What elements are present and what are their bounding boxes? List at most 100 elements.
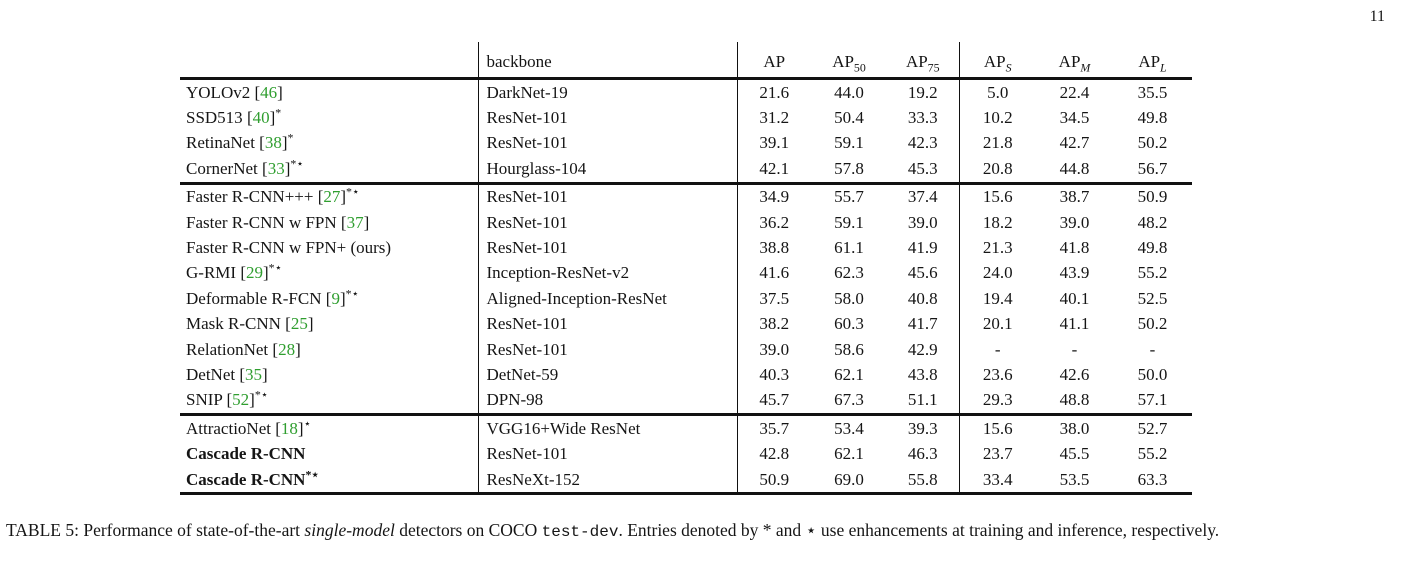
table-row: AttractioNet [18]⋆ VGG16+Wide ResNet 35.7 5… [180, 414, 1192, 442]
citation-link[interactable]: 40 [252, 108, 270, 128]
model-cell: SNIP [52]*⋆ [186, 387, 269, 410]
caption-text: Performance of state-of-the-art [83, 519, 301, 540]
caption-label: TABLE 5: [6, 519, 79, 540]
table-row: Deformable R-FCN [9]*⋆ Aligned-Inception-… [180, 286, 1192, 312]
page-number: 11 [1369, 8, 1385, 25]
model-cell: Cascade R-CNN*⋆ [186, 466, 319, 489]
enhancement-marker: *⋆ [305, 466, 319, 481]
metric-value-cell: 21.8 [958, 130, 1036, 157]
metric-value-cell: 29.3 [958, 387, 1036, 415]
table-row: Mask R-CNN [25] ResNet-101 38.2 60.3 41.7 20.… [180, 311, 1192, 337]
enhancement-marker: *⋆ [254, 387, 269, 402]
backbone-cell: ResNet-101 [477, 235, 737, 261]
metric-value-cell: 45.3 [907, 158, 938, 178]
metric-value-cell: 53.5 [1059, 469, 1090, 489]
metric-value-cell: 42.6 [1059, 364, 1090, 384]
metric-value-cell: 42.3 [907, 133, 938, 153]
enhancement-marker: ⋆ [303, 416, 312, 431]
header-metric-ap75: AP75 [905, 52, 940, 75]
backbone-cell: DarkNet-19 [477, 78, 737, 106]
metric-value-cell: 50.4 [834, 108, 864, 128]
metric-value-cell: 52.5 [1137, 288, 1168, 308]
header-model [180, 42, 478, 79]
backbone-cell: VGG16+Wide ResNet [477, 414, 737, 442]
metric-subscript: 75 [927, 60, 940, 75]
metric-value-cell: 41.1 [1059, 314, 1090, 334]
results-table: backbone AP AP50 AP75 APS APM APL YOLOv2 [46] D… [180, 42, 1192, 496]
metric-value-cell: 57.8 [834, 158, 864, 178]
citation-link[interactable]: 25 [290, 314, 308, 334]
metric-value-cell: 48.8 [1059, 390, 1090, 410]
metric-value-cell: 20.1 [958, 311, 1036, 337]
metric-value-cell: 50.2 [1137, 314, 1168, 334]
metric-value-cell: 35.7 [736, 414, 811, 442]
header-metric-ap50: AP50 [832, 52, 866, 75]
metric-value-cell: 19.2 [907, 82, 938, 102]
metric-value-cell: 21.3 [958, 235, 1036, 261]
citation-link[interactable]: 18 [280, 418, 298, 438]
table-section-1: YOLOv2 [46] DarkNet-19 21.6 44.0 19.2 5.0 22.4… [180, 78, 1192, 184]
metric-value-cell: 42.8 [736, 441, 811, 467]
metric-value-cell: 39.0 [1059, 212, 1090, 232]
table-section-3: AttractioNet [18]⋆ VGG16+Wide ResNet 35.7 5… [180, 414, 1192, 494]
citation-link[interactable]: 35 [245, 364, 263, 384]
citation-link[interactable]: 9 [331, 288, 340, 308]
metric-value-cell: 46.3 [907, 444, 938, 464]
caption-text: and [775, 519, 802, 540]
model-cell: Mask R-CNN [25] [186, 314, 314, 334]
citation-link[interactable]: 52 [232, 390, 250, 410]
metric-value-cell: 62.3 [834, 263, 864, 283]
citation-link[interactable]: 38 [264, 133, 282, 153]
metric-value-cell: 67.3 [834, 390, 864, 410]
metric-value-cell: 41.6 [736, 260, 811, 287]
metric-value-cell: 20.8 [958, 156, 1036, 184]
header-metric-apS: APS [958, 42, 1036, 79]
metric-value-cell: - [1071, 339, 1078, 359]
metric-subscript: S [1005, 60, 1012, 75]
metric-value-cell: 53.4 [834, 418, 864, 438]
caption-text: . Entries denoted by [618, 519, 759, 540]
model-cell: Faster R-CNN w FPN [37] [186, 212, 370, 232]
citation-link[interactable]: 33 [267, 158, 285, 178]
model-cell: AttractioNet [18]⋆ [186, 416, 312, 438]
metric-value-cell: 44.8 [1059, 158, 1090, 178]
caption-star-symbol: ⋆ [805, 519, 817, 540]
metric-subscript: 50 [853, 60, 866, 75]
table-row: RelationNet [28] ResNet-101 39.0 58.6 42.9- -… [180, 336, 1192, 363]
metric-value-cell: 45.7 [736, 387, 811, 415]
metric-value-cell: 59.1 [834, 212, 864, 232]
model-cell: RelationNet [28] [186, 339, 301, 359]
model-cell: Faster R-CNN+++ [27]*⋆ [186, 184, 360, 207]
citation-link[interactable]: 27 [323, 187, 341, 207]
metric-value-cell: 5.0 [958, 78, 1036, 106]
enhancement-marker: *⋆ [290, 156, 304, 171]
model-cell: G-RMI [29]*⋆ [186, 260, 283, 283]
citation-link[interactable]: 29 [245, 263, 263, 283]
backbone-cell: Hourglass-104 [477, 156, 737, 184]
table-header: backbone AP AP50 AP75 APS APM APL [180, 42, 1192, 79]
citation-link[interactable]: 46 [260, 82, 278, 102]
metric-value-cell: 51.1 [907, 390, 938, 410]
table-row: SNIP [52]*⋆ DPN-98 45.7 67.3 51.1 29.3 48.8 57.… [180, 387, 1192, 415]
metric-value-cell: 39.3 [907, 418, 938, 438]
metric-value-cell: 31.2 [736, 105, 811, 131]
metric-subscript: M [1080, 60, 1091, 75]
metric-value-cell: 18.2 [958, 209, 1036, 236]
citation-link[interactable]: 28 [278, 339, 296, 359]
metric-value-cell: 38.8 [736, 235, 811, 261]
metric-value-cell: 35.5 [1137, 82, 1168, 102]
metric-value-cell: 42.9 [907, 339, 938, 359]
backbone-cell: Inception-ResNet-v2 [477, 260, 737, 287]
backbone-cell: ResNet-101 [477, 183, 737, 210]
metric-value-cell: 22.4 [1059, 82, 1090, 102]
metric-value-cell: 40.1 [1059, 288, 1090, 308]
metric-value-cell: 49.8 [1137, 108, 1168, 128]
metric-value-cell: 63.3 [1137, 469, 1168, 489]
metric-value-cell: 40.3 [736, 362, 811, 388]
metric-value-cell: 41.8 [1059, 238, 1090, 258]
citation-link[interactable]: 37 [346, 212, 364, 232]
metric-value-cell: 55.2 [1137, 263, 1168, 283]
metric-value-cell: - [958, 336, 1036, 363]
metric-value-cell: 50.9 [736, 466, 811, 494]
enhancement-marker: *⋆ [268, 260, 283, 275]
